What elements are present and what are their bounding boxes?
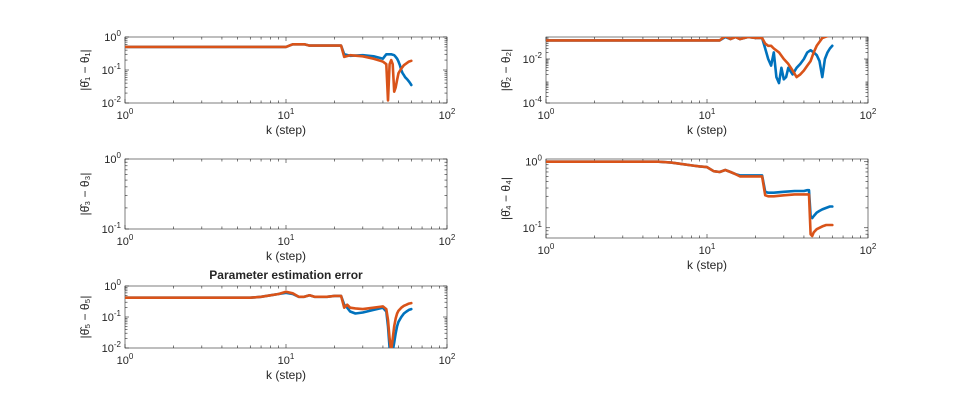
axes-theta5: 100 101 102 10-2 10-1 100 k (step) |θ̂₅ − θ₅| Pa… xyxy=(78,268,456,382)
y-axis-label: |θ̂₅ − θ₅| xyxy=(78,296,92,339)
y-axis-label: |θ̂₁ − θ₁| xyxy=(78,49,92,90)
axes-theta4: 100 101 102 10-1 100 k (step) |θ̂₄ − θ₄| xyxy=(499,154,877,272)
y-tick-label: 100 xyxy=(525,154,542,169)
x-tick-label: 101 xyxy=(278,107,295,122)
series-line-2 xyxy=(125,290,413,348)
plot-area xyxy=(545,158,869,239)
y-tick-label: 10-1 xyxy=(102,309,122,324)
chart-title: Parameter estimation error xyxy=(209,268,363,282)
x-tick-label: 102 xyxy=(439,352,456,367)
x-tick-label: 101 xyxy=(278,352,295,367)
x-tick-label: 100 xyxy=(117,233,134,248)
y-tick-label: 10-2 xyxy=(102,95,122,110)
series-line-2 xyxy=(546,160,834,238)
x-tick-label: 102 xyxy=(860,107,877,122)
y-tick-label: 100 xyxy=(104,278,121,293)
y-tick-label: 10-4 xyxy=(523,95,543,110)
x-tick-label: 102 xyxy=(439,233,456,248)
x-tick-label: 102 xyxy=(860,242,877,257)
axes-theta2: 100 101 102 10-4 10-2 k (step) |θ̂₂ − θ₂| xyxy=(499,36,877,137)
y-tick-label: 10-2 xyxy=(523,51,543,66)
series-line-2 xyxy=(125,42,413,102)
x-tick-label: 102 xyxy=(439,107,456,122)
x-tick-label: 100 xyxy=(117,352,134,367)
y-axis-label: |θ̂₂ − θ₂| xyxy=(499,49,513,92)
plot-area xyxy=(124,158,448,230)
axes-theta1: 100 101 102 10-2 10-1 100 k (step) |θ̂₁ − θ₁| xyxy=(78,29,456,137)
x-axis-label: k (step) xyxy=(687,123,727,137)
x-axis-label: k (step) xyxy=(266,368,306,382)
y-tick-label: 10-2 xyxy=(102,340,122,355)
y-tick-label: 100 xyxy=(104,151,121,166)
x-axis-label: k (step) xyxy=(687,258,727,272)
y-axis-label: |θ̂₃ − θ₃| xyxy=(78,172,92,215)
y-tick-label: 100 xyxy=(104,29,121,44)
y-tick-label: 10-1 xyxy=(102,62,122,77)
x-tick-label: 100 xyxy=(538,242,555,257)
y-axis-label: |θ̂₄ − θ₄| xyxy=(499,177,513,220)
x-tick-label: 101 xyxy=(278,233,295,248)
x-axis-label: k (step) xyxy=(266,123,306,137)
plot-area xyxy=(124,285,448,349)
plot-area xyxy=(545,36,869,104)
y-tick-label: 10-1 xyxy=(523,220,543,235)
x-tick-label: 101 xyxy=(699,242,716,257)
x-tick-label: 100 xyxy=(117,107,134,122)
x-tick-label: 100 xyxy=(538,107,555,122)
series-line-2 xyxy=(546,37,829,79)
x-axis-label: k (step) xyxy=(266,249,306,263)
x-tick-label: 101 xyxy=(699,107,716,122)
y-tick-label: 10-1 xyxy=(102,221,122,236)
